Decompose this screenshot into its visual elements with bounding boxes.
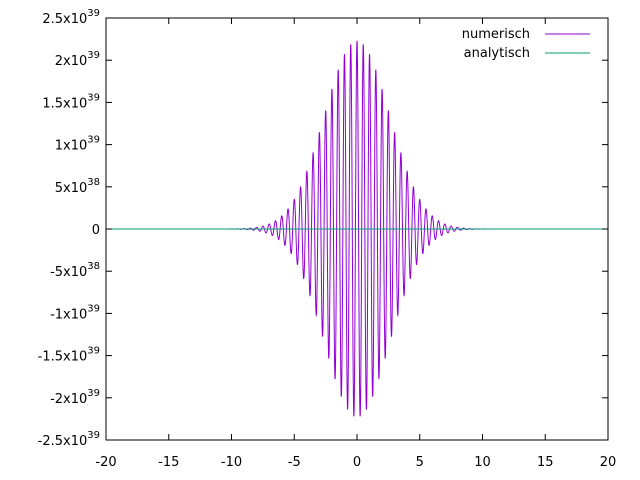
x-tick-label: 10 xyxy=(474,455,491,470)
y-tick-exponent: 39 xyxy=(87,50,100,61)
y-tick-exponent: 38 xyxy=(87,261,100,272)
legend: numerisch analytisch xyxy=(462,27,590,61)
y-tick-exponent: 39 xyxy=(87,388,100,399)
y-tick-mantissa: -2.5x10 xyxy=(38,434,88,449)
y-tick-mantissa: -1.5x10 xyxy=(38,350,88,365)
y-tick-label: -5x1038 xyxy=(50,261,100,280)
x-tick-label: -5 xyxy=(288,455,301,470)
y-tick-mantissa: 5x10 xyxy=(55,181,88,196)
y-tick-label: -1.5x1039 xyxy=(38,346,100,365)
y-tick-label: 5x1038 xyxy=(55,177,100,196)
x-tick-label: 0 xyxy=(353,455,361,470)
y-tick-exponent: 39 xyxy=(87,430,100,441)
y-tick-label: 2x1039 xyxy=(55,50,100,69)
y-tick-mantissa: -2x10 xyxy=(50,392,87,407)
y-tick-label: 0 xyxy=(92,223,100,238)
x-tick-label: 5 xyxy=(416,455,424,470)
y-tick-label: -2.5x1039 xyxy=(38,430,100,449)
y-tick-mantissa: 2.5x10 xyxy=(42,12,87,27)
y-tick-exponent: 39 xyxy=(87,92,100,103)
x-tick-label: 20 xyxy=(600,455,617,470)
y-tick-label: -1x1039 xyxy=(50,303,100,322)
y-tick-exponent: 39 xyxy=(87,346,100,357)
y-tick-label: -2x1039 xyxy=(50,388,100,407)
legend-label-numerisch: numerisch xyxy=(462,27,530,42)
y-tick-exponent: 39 xyxy=(87,303,100,314)
legend-label-analytisch: analytisch xyxy=(464,46,530,61)
plot-series xyxy=(106,40,608,417)
y-tick-label: 1.5x1039 xyxy=(42,92,100,111)
y-tick-mantissa: 1x10 xyxy=(55,139,88,154)
y-tick-mantissa: -1x10 xyxy=(50,307,87,322)
axis-ticks: 2.5x10392x10391.5x10391x10395x10380-5x10… xyxy=(38,8,617,470)
x-tick-label: 15 xyxy=(537,455,554,470)
x-tick-label: -15 xyxy=(158,455,179,470)
y-tick-mantissa: 1.5x10 xyxy=(42,96,87,111)
y-tick-mantissa: -5x10 xyxy=(50,265,87,280)
y-tick-mantissa: 0 xyxy=(92,223,100,238)
y-tick-mantissa: 2x10 xyxy=(55,54,88,69)
y-tick-exponent: 38 xyxy=(87,177,100,188)
y-tick-exponent: 39 xyxy=(87,8,100,19)
x-tick-label: -20 xyxy=(95,455,116,470)
x-tick-label: -10 xyxy=(221,455,242,470)
y-tick-exponent: 39 xyxy=(87,135,100,146)
y-tick-label: 2.5x1039 xyxy=(42,8,100,27)
y-tick-label: 1x1039 xyxy=(55,135,100,154)
